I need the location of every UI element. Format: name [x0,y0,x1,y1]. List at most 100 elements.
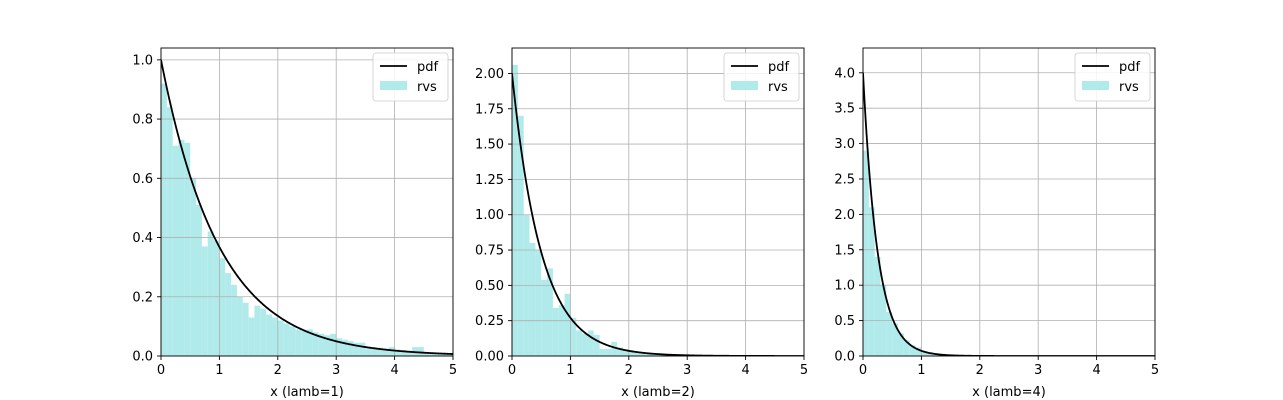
histogram-bar [517,115,524,356]
histogram-bar [359,342,366,356]
histogram-bar [266,314,272,356]
histogram-bar [207,231,214,356]
histogram-bar [172,145,179,356]
histogram-bar [927,352,934,356]
histogram-bar [863,150,869,356]
histogram-bar [547,268,553,356]
y-tick-label: 0.0 [132,350,153,365]
histogram-bar [289,326,296,356]
histogram-bar [242,302,249,356]
x-tick-label: 4 [741,363,749,378]
chart-panel-2: 0 1 2 3 4 5 0.00 0.25 0.50 0.75 1.00 1.25 1.50 1.75 2.… [475,47,808,400]
histogram-bar [318,333,325,356]
histogram-bar [441,353,448,356]
histogram-bar [564,293,571,356]
y-tick-label: 2.00 [475,67,504,82]
histogram-bar [201,246,208,356]
histogram-bar [406,350,413,356]
histogram-bar [260,308,267,356]
y-tick-label: 4.0 [834,66,855,81]
x-tick-label: 1 [917,363,925,378]
x-tick-label: 1 [566,363,574,378]
histogram-bar [634,351,641,356]
histogram-bar [219,258,226,356]
histogram-bar [868,207,875,356]
histogram-bar [535,250,542,356]
histogram-bar [898,333,904,356]
histogram-bar [301,330,307,356]
histogram-bar [593,334,600,356]
chart-panel-1: 0 1 2 3 4 5 0.0 0.2 0.4 0.6 0.8 1.0 x (lamb=1) pdf rvs [132,47,457,400]
histogram-bar [915,347,922,356]
x-tick-label: 5 [800,363,808,378]
histogram-bar [921,351,928,356]
legend: pdf rvs [723,52,800,102]
y-tick-label: 0.5 [834,314,855,329]
histogram-bar [353,342,360,356]
histogram-bar [377,347,383,356]
histogram-bar [640,353,647,356]
y-tick-label: 1.25 [475,173,504,188]
legend: pdf rvs [1074,52,1151,102]
histogram-bar [283,323,290,356]
histogram-bar [342,339,348,356]
x-tick-label: 4 [390,363,398,378]
histogram-bar [190,178,197,356]
y-tick-label: 0.0 [834,350,855,365]
y-tick-label: 0.8 [132,113,153,128]
legend-rvs-label: rvs [1119,80,1139,95]
histogram-bar [236,296,243,356]
legend-rvs-label: rvs [417,80,437,95]
histogram-bars [161,83,453,356]
histogram-bar [886,312,893,356]
histogram-bar [552,307,559,356]
histogram-bar [365,347,372,356]
y-tick-label: 1.00 [475,208,504,223]
x-tick-label: 5 [1151,363,1159,378]
histogram-bar [196,204,202,356]
y-tick-label: 0.4 [132,231,153,246]
y-tick-label: 3.0 [834,137,855,152]
histogram-bar [576,330,583,356]
histogram-bar [599,348,606,356]
histogram-bar [330,333,337,356]
x-axis-label: x (lamb=1) [270,385,344,400]
histogram-bar [295,329,302,356]
axes-frame [511,47,805,357]
legend-rvs-swatch [380,81,407,90]
histogram-bar [271,317,278,356]
y-tick-label: 0.25 [475,314,504,329]
x-axis-label: x (lamb=2) [621,385,695,400]
histogram-bar [909,345,916,356]
x-tick-label: 4 [1092,363,1100,378]
legend-pdf-label: pdf [1119,60,1141,75]
y-tick-label: 2.5 [834,172,855,187]
y-tick-label: 1.75 [475,102,504,117]
histogram-bar [231,284,237,356]
histogram-bar [213,240,220,356]
histogram-bar [652,353,658,356]
x-tick-label: 3 [332,363,340,378]
histogram-bar [394,349,401,356]
y-tick-label: 0.75 [475,244,504,259]
y-tick-label: 1.0 [132,53,153,68]
axes-frame [862,47,1156,357]
histogram-bar [587,330,594,356]
histogram-bar [447,353,453,356]
x-tick-label: 2 [976,363,984,378]
histogram-bar [617,347,623,356]
y-tick-label: 1.50 [475,138,504,153]
histogram-bar [429,353,436,356]
axes-frame [160,47,454,357]
histogram-bar [347,341,354,356]
legend-rvs-swatch [1082,81,1109,90]
chart-panel-3: 0 1 2 3 4 5 0.0 0.5 1.0 1.5 2.0 2.5 3.0 3.5 4.0 x (lamb… [834,47,1159,400]
histogram-bar [541,279,548,356]
y-tick-label: 0.00 [475,350,504,365]
histogram-bar [582,333,588,356]
histogram-bar [874,256,881,356]
histogram-bar [423,352,430,356]
histogram-bar [512,64,518,356]
legend-pdf-label: pdf [417,60,439,75]
